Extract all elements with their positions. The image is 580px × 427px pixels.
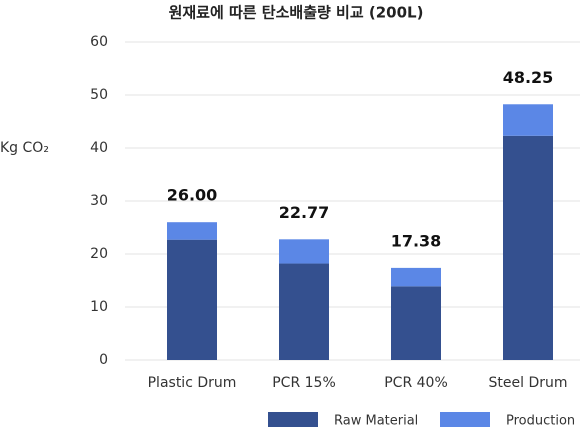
bar-segment (167, 239, 217, 360)
total-label: 26.00 (167, 186, 218, 205)
bar-segment (391, 267, 441, 287)
total-label: 17.38 (391, 231, 442, 250)
y-tick-label: 10 (90, 299, 108, 315)
x-tick-label: PCR 40% (384, 375, 448, 391)
bar-segment (279, 239, 329, 264)
chart-title: 원재료에 따른 탄소배출량 비교 (200L) (169, 4, 424, 22)
bar-segment (503, 135, 553, 360)
legend-swatch (268, 412, 318, 427)
y-tick-label: 40 (90, 140, 108, 156)
bar-segment (503, 104, 553, 136)
total-label: 22.77 (279, 203, 330, 222)
total-label: 48.25 (503, 68, 554, 87)
y-tick-label: 0 (99, 352, 108, 368)
bar-segment (391, 286, 441, 360)
bar-segment (279, 263, 329, 360)
legend-label: Production (506, 414, 575, 427)
y-tick-label: 20 (90, 246, 108, 262)
legend-label: Raw Material (334, 414, 418, 427)
y-tick-label: 60 (90, 34, 108, 50)
legend-swatch (440, 412, 490, 427)
x-tick-label: PCR 15% (272, 375, 336, 391)
y-tick-label: 30 (90, 193, 108, 209)
x-tick-label: Plastic Drum (148, 375, 237, 391)
bar-segment (167, 222, 217, 240)
x-tick-label: Steel Drum (489, 375, 568, 391)
y-axis-label: Kg CO₂ (0, 140, 49, 156)
y-tick-label: 50 (90, 87, 108, 103)
